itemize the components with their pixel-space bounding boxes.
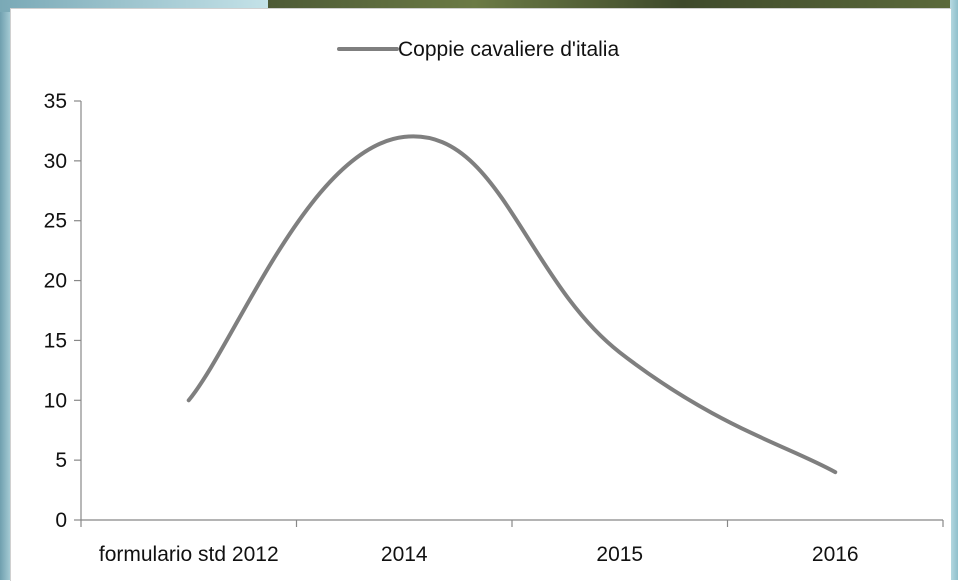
y-tick-label: 20 — [44, 270, 67, 293]
slide-background-right — [950, 0, 958, 580]
legend-label: Coppie cavaliere d'italia — [398, 38, 619, 61]
y-tick-label: 5 — [55, 449, 67, 472]
series-line — [189, 136, 836, 472]
legend: Coppie cavaliere d'italia — [339, 38, 619, 61]
y-tick-label: 10 — [44, 389, 67, 412]
y-tick-label: 0 — [55, 509, 67, 532]
x-tick-label: 2014 — [381, 543, 428, 566]
y-tick-label: 35 — [44, 90, 67, 113]
chart-panel: Coppie cavaliere d'italia 0 5 10 15 20 25 30 35… — [10, 8, 951, 581]
axes — [74, 101, 943, 527]
tick-labels: 0 5 10 15 20 25 30 35 formulario std 2012 2014 201… — [44, 90, 859, 566]
x-tick-label: 2016 — [812, 543, 859, 566]
line-chart: Coppie cavaliere d'italia 0 5 10 15 20 25 30 35… — [11, 9, 951, 581]
y-tick-label: 30 — [44, 150, 67, 173]
y-tick-label: 25 — [44, 210, 67, 233]
x-tick-label: formulario std 2012 — [99, 543, 279, 566]
y-tick-label: 15 — [44, 329, 67, 352]
series-layer — [189, 136, 836, 472]
x-tick-label: 2015 — [596, 543, 643, 566]
